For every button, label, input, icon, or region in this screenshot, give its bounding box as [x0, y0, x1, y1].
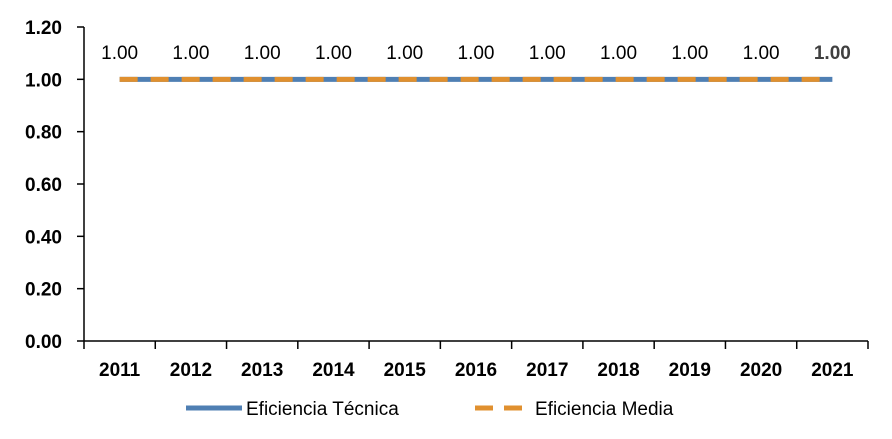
x-tick-label: 2017 [526, 360, 568, 381]
data-label: 1.00 [814, 43, 851, 64]
y-tick-label: 0.20 [25, 280, 62, 301]
y-tick-label: 1.00 [25, 70, 62, 91]
data-label: 1.00 [671, 43, 708, 64]
x-tick-label: 2019 [669, 360, 711, 381]
x-tick-label: 2015 [384, 360, 427, 381]
data-label: 1.00 [458, 43, 495, 64]
data-label: 1.00 [386, 43, 423, 64]
data-label: 1.00 [600, 43, 637, 64]
x-tick-label: 2018 [597, 360, 639, 381]
data-label: 1.00 [529, 43, 566, 64]
x-tick-label: 2021 [811, 360, 854, 381]
legend-label-eficiencia-media: Eficiencia Media [535, 399, 674, 420]
data-label: 1.00 [244, 43, 281, 64]
y-tick-label: 0.40 [25, 227, 62, 248]
y-tick-label: 1.20 [25, 18, 62, 39]
data-label: 1.00 [172, 43, 209, 64]
x-tick-label: 2013 [241, 360, 283, 381]
legend-label-eficiencia-tecnica: Eficiencia Técnica [246, 399, 399, 420]
data-label: 1.00 [101, 43, 138, 64]
y-axis: 0.00 0.20 0.40 0.60 0.80 1.00 1.20 [25, 18, 85, 353]
x-tick-label: 2016 [455, 360, 497, 381]
data-label: 1.00 [743, 43, 780, 64]
x-tick-label: 2011 [99, 360, 141, 381]
x-tick-label: 2012 [170, 360, 212, 381]
x-tick-label: 2014 [312, 360, 355, 381]
x-axis: 2011 2012 2013 2014 2015 2016 2017 2018 2019 2020… [83, 340, 869, 381]
data-labels: 1.00 1.00 1.00 1.00 1.00 1.00 1.00 1.00 1.00 1.00… [101, 43, 851, 64]
y-tick-label: 0.00 [25, 332, 62, 353]
y-tick-label: 0.60 [25, 175, 62, 196]
x-tick-label: 2020 [740, 360, 782, 381]
y-tick-label: 0.80 [25, 123, 62, 144]
data-label: 1.00 [315, 43, 352, 64]
legend: Eficiencia Técnica Eficiencia Media [186, 399, 674, 420]
